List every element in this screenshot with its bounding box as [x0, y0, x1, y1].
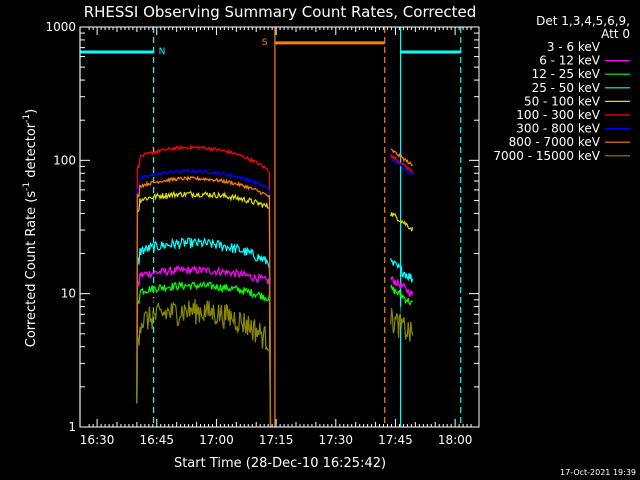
y-axis-label-sup1: -1	[22, 182, 32, 191]
axes-layer: 16:30 16:45 17:00 17:15 17:30 17:45 18:00 1 10 10…	[45, 20, 480, 447]
x-tick-label: 16:30	[80, 433, 115, 447]
plot-frame	[79, 26, 480, 428]
legend-label: 300 - 800 keV	[516, 122, 600, 136]
series-line	[136, 190, 414, 428]
series-line	[136, 280, 413, 428]
legend-label: 3 - 6 keV	[547, 40, 601, 54]
y-axis-label: Corrected Count Rate (s-1 detector-1)	[22, 109, 39, 347]
series-line	[136, 264, 414, 428]
y-tick-label: 10	[61, 287, 76, 301]
series-line	[136, 236, 414, 428]
x-tick-label: 17:00	[199, 433, 234, 447]
y-axis-label-sup2: -1	[22, 114, 32, 123]
legend-header-line-1: Det 1,3,4,5,6,9,	[536, 14, 630, 28]
series-line	[136, 148, 413, 428]
y-axis-label-end: )	[24, 109, 39, 114]
y-tick-label: 100	[53, 153, 76, 167]
legend-header-line-2: Att 0	[601, 27, 630, 41]
legend-label: 50 - 100 keV	[524, 94, 601, 108]
y-tick-label: 1000	[45, 20, 76, 34]
series-line	[136, 299, 414, 428]
y-axis-label-mid: detector	[24, 122, 39, 182]
x-tick-label: 17:30	[318, 433, 353, 447]
legend-label: 25 - 50 keV	[532, 81, 601, 95]
legend-label: 800 - 7000 keV	[509, 135, 601, 149]
x-tick-label: 17:15	[259, 433, 294, 447]
legend-label: 100 - 300 keV	[516, 108, 600, 122]
legend-label: 12 - 25 keV	[532, 67, 601, 81]
x-axis-label: Start Time (28-Dec-10 16:25:42)	[174, 456, 386, 471]
series-line	[136, 156, 414, 428]
legend-label: 6 - 12 keV	[539, 54, 601, 68]
y-axis-label-main: Corrected Count Rate (s	[24, 191, 39, 348]
legend-label: 7000 - 15000 keV	[493, 149, 600, 163]
flag-label: S	[262, 38, 268, 48]
series-layer	[136, 143, 414, 428]
x-tick-label: 17:45	[378, 433, 413, 447]
flag-label: N	[159, 47, 166, 57]
footer-timestamp: 17-Oct-2021 19:39	[560, 468, 636, 477]
chart-title: RHESSI Observing Summary Count Rates, Co…	[84, 3, 477, 21]
y-tick-label: 1	[68, 420, 76, 434]
x-tick-label: 16:45	[139, 433, 174, 447]
series-line-core	[136, 294, 413, 428]
x-tick-label: 18:00	[438, 433, 473, 447]
